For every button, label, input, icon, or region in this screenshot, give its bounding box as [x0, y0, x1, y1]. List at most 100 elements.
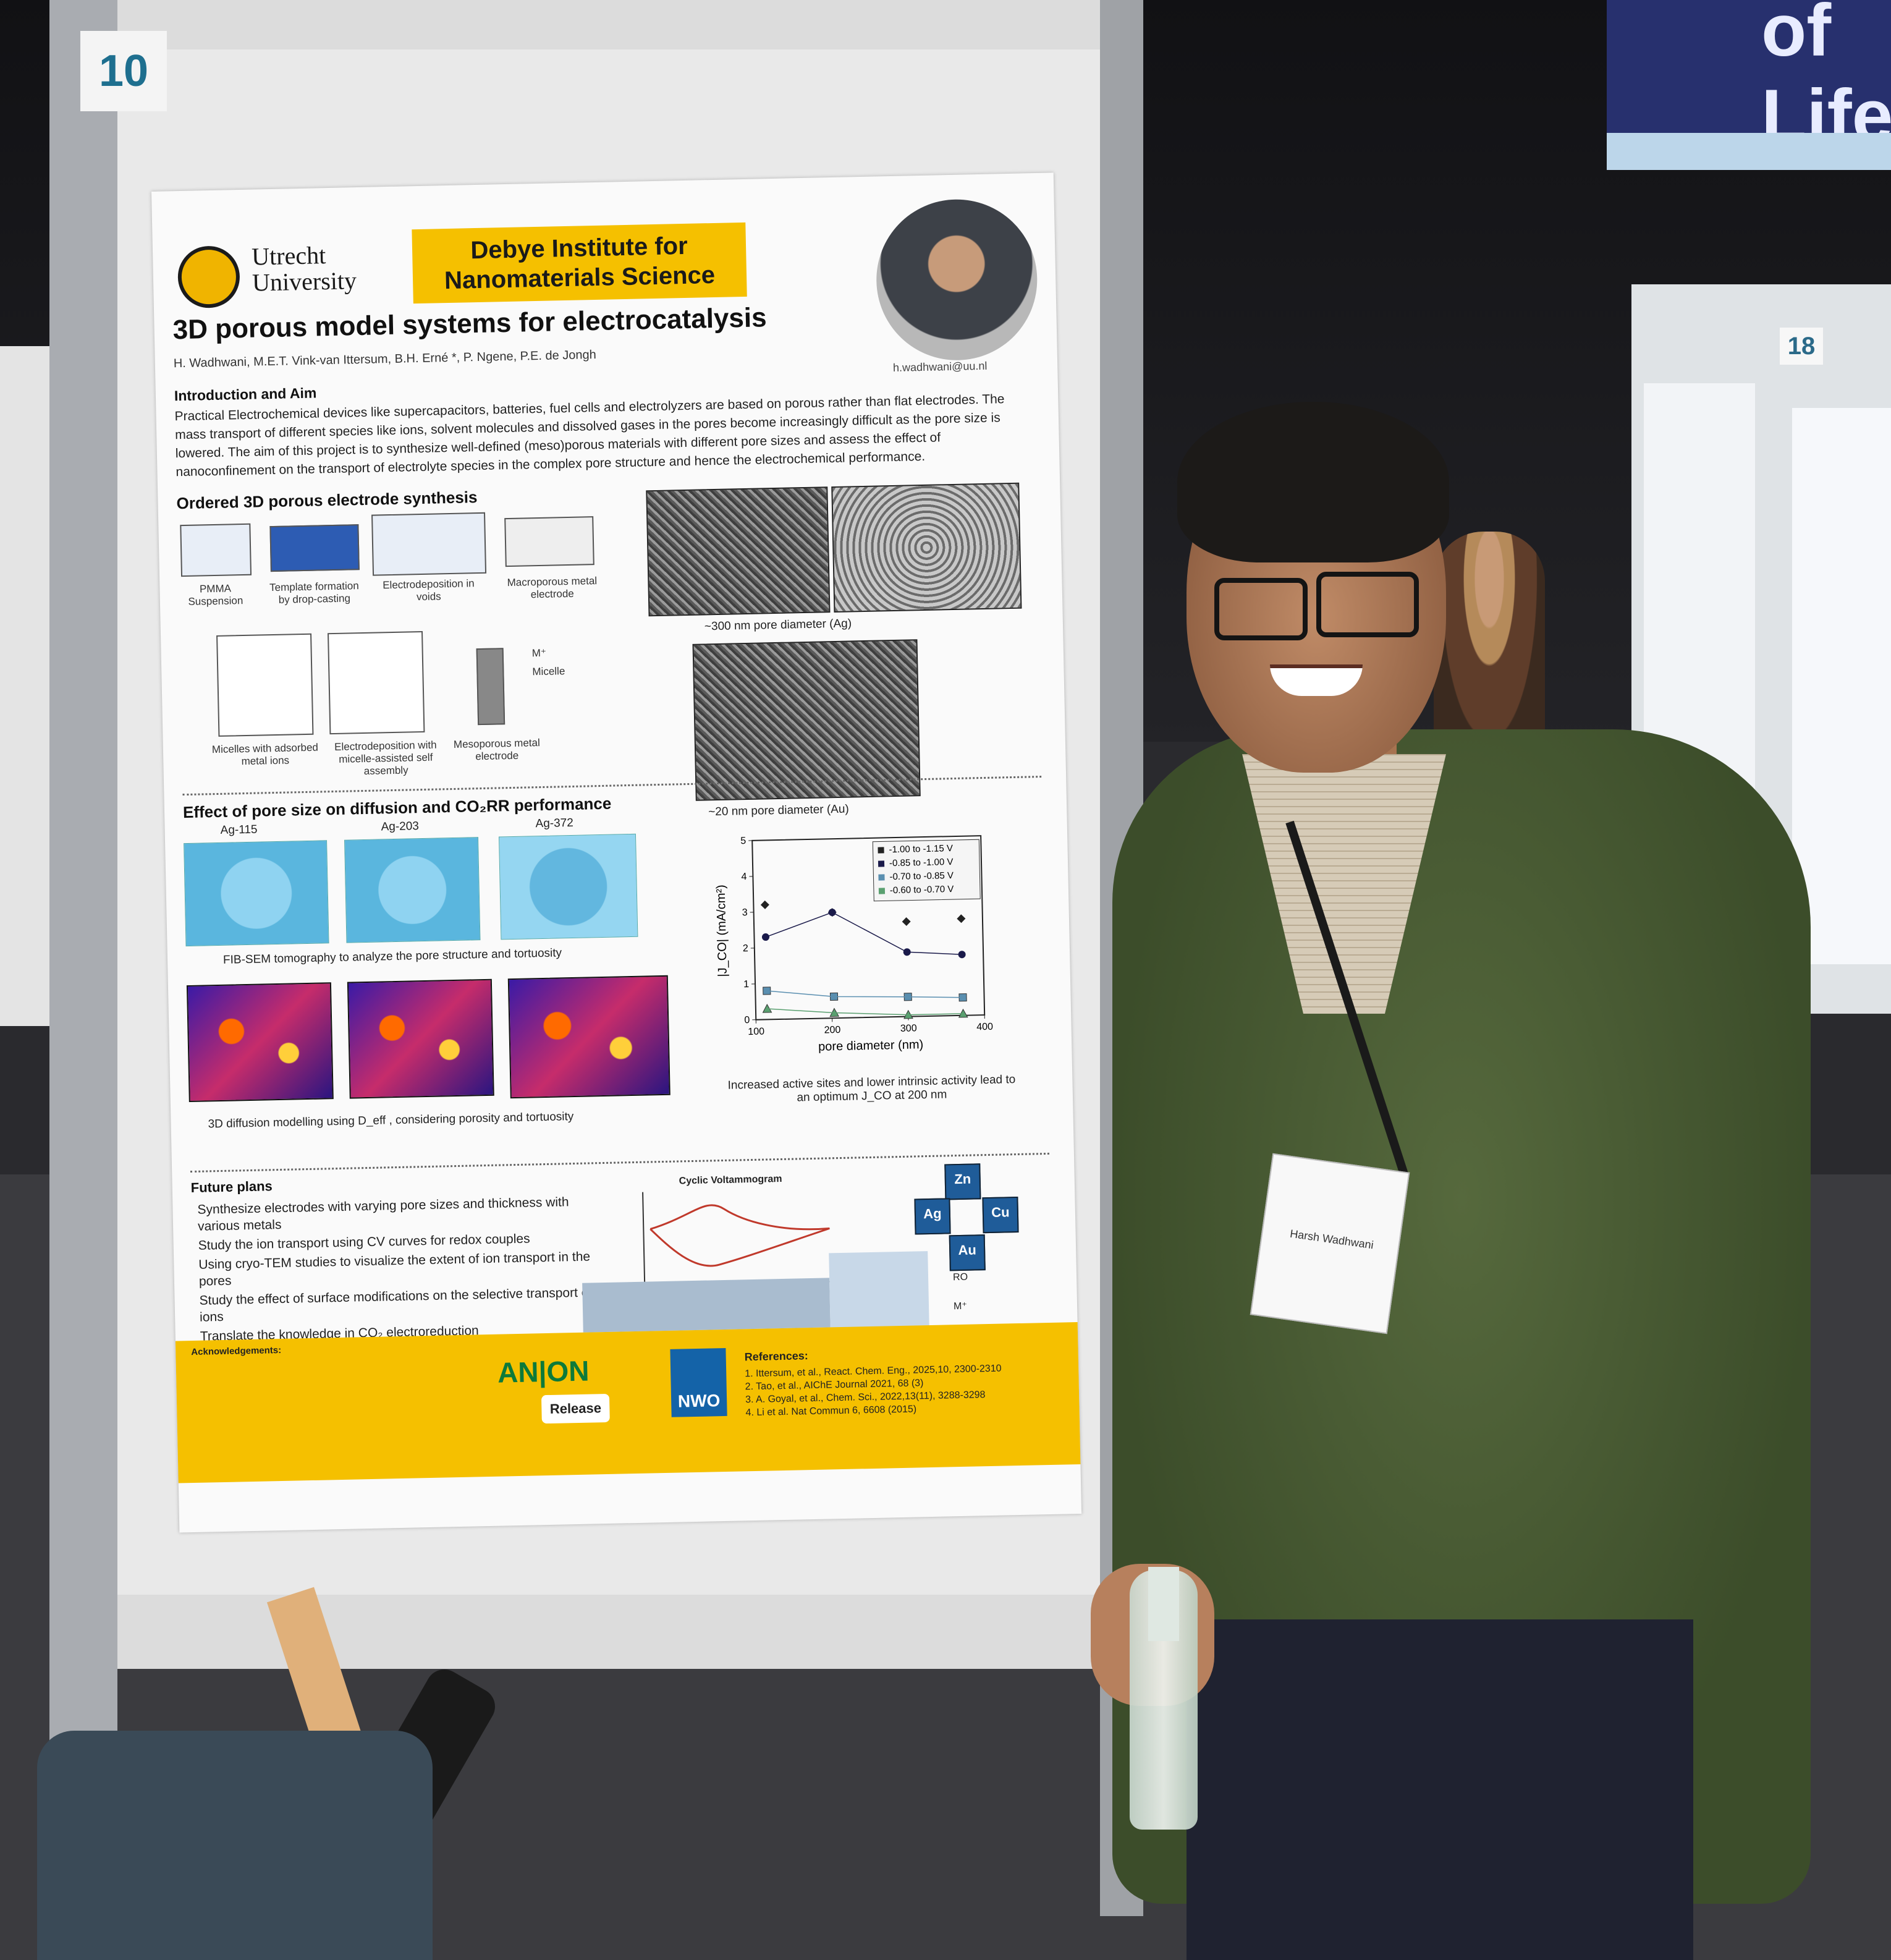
y-tick-label: 2 [743, 943, 748, 954]
y-tick-label: 0 [744, 1015, 750, 1025]
data-point-circle [761, 933, 769, 941]
neighbor-board-number: 18 [1780, 328, 1823, 365]
sample-label-ag372: Ag-372 [535, 816, 574, 831]
section-divider-2 [190, 1152, 1049, 1173]
synthesis-heading: Ordered 3D porous electrode synthesis [176, 488, 478, 513]
jco-chart-svg: 100 200 300 400 0 1 2 3 4 5 pore diameter (nm) |J_C… [714, 835, 993, 1054]
micelle-diagram [216, 633, 314, 737]
glasses-right-lens [1316, 572, 1419, 637]
cv-curve [649, 1204, 830, 1267]
chart-caption: Increased active sites and lower intrins… [727, 1073, 1016, 1105]
fib-sem-ag115 [184, 840, 329, 947]
element-au: Au [949, 1234, 986, 1271]
future-plans-list: Synthesize electrodes with varying pore … [197, 1193, 596, 1347]
step-micelles: Micelles with adsorbed metal ions [211, 741, 319, 768]
cv-diagram [642, 1187, 844, 1286]
x-axis-label: pore diameter (nm) [818, 1038, 923, 1054]
step-macroporous: Macroporous metal electrode [507, 575, 598, 601]
poster-title: 3D porous model systems for electrocatal… [172, 302, 768, 346]
jco-chart: 100 200 300 400 0 1 2 3 4 5 pore diameter (nm) |J_C… [709, 823, 998, 1064]
x-tick-label: 300 [900, 1023, 917, 1034]
anion-logo: AN|ON [497, 1354, 590, 1389]
author-email: h.wadhwani@uu.nl [892, 359, 988, 374]
board-number-tag: 10 [80, 31, 167, 111]
acknowledgements-heading: Acknowledgements: [191, 1345, 282, 1358]
intro-heading: Introduction and Aim [174, 384, 317, 404]
legend-swatch [878, 874, 885, 881]
element-cu: Cu [982, 1196, 1019, 1234]
micelle-deposition-diagram [328, 630, 425, 735]
template-diagram [269, 524, 360, 572]
series-line [766, 990, 963, 998]
fib-sem-ag372 [498, 833, 638, 940]
y-tick-label: 1 [743, 979, 749, 990]
references-list: 1. Ittersum, et al., React. Chem. Eng., … [745, 1360, 1067, 1419]
fib-caption: FIB-SEM tomography to analyze the pore s… [222, 946, 562, 967]
macroporous-diagram [504, 516, 594, 567]
x-tick-label: 100 [748, 1027, 764, 1038]
author-photo [874, 198, 1039, 362]
diffusion-caption: 3D diffusion modelling using D_eff , con… [208, 1110, 574, 1131]
series-line [767, 1008, 963, 1016]
plan-item: Study the effect of surface modification… [199, 1285, 593, 1325]
x-tick-label: 200 [824, 1025, 840, 1036]
glasses-left-lens [1214, 578, 1308, 640]
step-mesoporous: Mesoporous metal electrode [453, 737, 540, 763]
y-axis-label: |J_CO| (mA/cm²) [714, 885, 730, 977]
sample-label-ag203: Ag-203 [381, 820, 420, 834]
legend-micelle: Micelle [532, 665, 565, 678]
legend-box [872, 839, 981, 902]
diffusion-map-ag203 [347, 978, 494, 1099]
intro-text: Practical Electrochemical devices like s… [174, 392, 1005, 480]
pmma-diagram [180, 523, 252, 577]
utrecht-sun-logo [177, 245, 240, 309]
sem-image-au [692, 639, 921, 801]
series-line [765, 912, 962, 955]
legend-metal-ion: M⁺ [531, 647, 547, 660]
species-metal-ion: M⁺ [953, 1300, 968, 1312]
y-tick-label: 5 [740, 836, 746, 846]
legend-label: -0.85 to -1.00 V [889, 857, 954, 868]
sem-caption-au: ~20 nm pore diameter (Au) [708, 802, 849, 819]
plan-item: Using cryo-TEM studies to visualize the … [198, 1249, 591, 1289]
legend-swatch [878, 860, 885, 867]
future-plans-heading: Future plans [190, 1178, 273, 1196]
data-point-diamond [902, 917, 911, 926]
plot-area [751, 835, 986, 1020]
x-tick-label: 400 [976, 1022, 993, 1033]
y-tick-label: 4 [741, 872, 747, 882]
research-poster: Utrecht University Debye Institute for N… [151, 172, 1082, 1533]
data-point-diamond [760, 900, 769, 909]
step-template: Template formation by drop-casting [269, 580, 359, 606]
institute-banner: Debye Institute for Nanomaterials Scienc… [412, 222, 747, 304]
background-person [1434, 532, 1545, 766]
data-point-triangle [762, 1003, 772, 1013]
legend-label: -0.60 to -0.70 V [890, 884, 954, 896]
presenter-smile [1270, 664, 1363, 696]
step-electrodeposition: Electrodeposition in voids [383, 577, 475, 603]
step-pmma: PMMA Suspension [188, 582, 243, 608]
poster-authors: H. Wadhwani, M.E.T. Vink-van Ittersum, B… [173, 347, 596, 371]
y-tick-label: 3 [742, 907, 748, 918]
step-micelle-deposition: Electrodeposition with micelle-assisted … [334, 739, 437, 778]
diffusion-map-ag372 [507, 975, 671, 1099]
mesoporous-diagram [476, 648, 506, 726]
plan-item: Synthesize electrodes with varying pore … [197, 1195, 569, 1234]
element-ag: Ag [914, 1198, 951, 1235]
nwo-logo: NWO [670, 1347, 727, 1417]
release-logo: Release [541, 1393, 610, 1424]
legend-label: -0.70 to -0.85 V [889, 870, 954, 882]
backpack [37, 1731, 433, 1960]
presenter-hair [1177, 402, 1449, 562]
cv-title: Cyclic Voltammogram [679, 1173, 782, 1187]
electrodeposition-diagram [371, 512, 487, 576]
presenter-trousers [1187, 1619, 1693, 1960]
legend-swatch [878, 847, 884, 854]
diffusion-map-ag115 [186, 982, 334, 1103]
hanging-banner: of Life [1607, 0, 1891, 157]
legend-label: -1.00 to -1.15 V [889, 843, 953, 855]
sample-label-ag115: Ag-115 [220, 823, 258, 837]
data-point-diamond [957, 914, 966, 923]
university-name: Utrecht University [251, 241, 357, 297]
board-frame-left [49, 0, 117, 1792]
